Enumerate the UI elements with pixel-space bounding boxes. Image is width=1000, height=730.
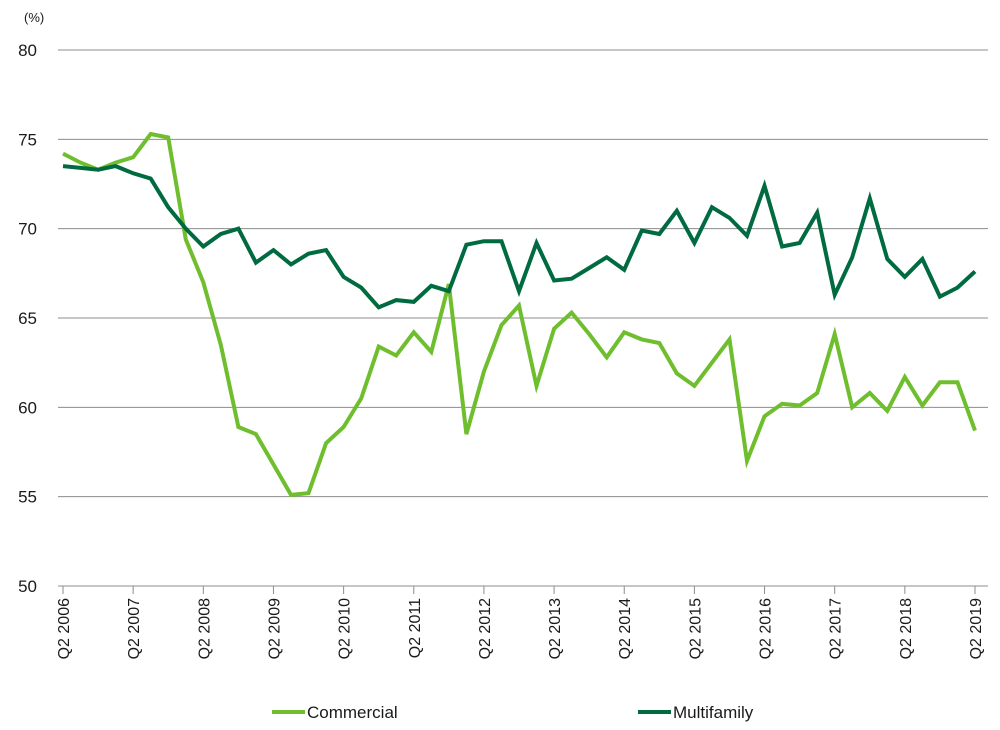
x-tick-label: Q2 2015 — [687, 598, 704, 659]
x-axis-ticks: Q2 2006 Q2 2007 Q2 2008 Q2 2009 Q2 2010 Q2 20… — [56, 586, 985, 659]
y-tick-label: 55 — [18, 488, 37, 507]
x-tick-label: Q2 2018 — [898, 598, 915, 659]
y-tick-label: 50 — [18, 577, 37, 596]
x-tick-label: Q2 2016 — [758, 598, 775, 659]
x-tick-label: Q2 2008 — [196, 598, 213, 659]
x-tick-label: Q2 2009 — [266, 598, 283, 659]
legend: Commercial Multifamily — [272, 703, 754, 722]
series-line-commercial — [62, 131, 977, 498]
x-tick-label: Q2 2014 — [617, 598, 634, 659]
series-line-multifamily — [62, 164, 977, 310]
y-tick-label: 60 — [18, 398, 37, 417]
x-tick-label: Q2 2017 — [828, 598, 845, 659]
series-lines — [62, 131, 977, 498]
y-tick-label: 75 — [18, 130, 37, 149]
legend-label: Commercial — [307, 703, 398, 722]
x-tick-label: Q2 2010 — [337, 598, 354, 659]
y-tick-label: 70 — [18, 220, 37, 239]
x-tick-label: Q2 2007 — [126, 598, 143, 659]
y-axis-unit-label: (%) — [24, 10, 44, 25]
legend-label: Multifamily — [673, 703, 754, 722]
x-tick-label: Q2 2006 — [56, 598, 73, 659]
y-tick-label: 80 — [18, 41, 37, 60]
x-tick-label: Q2 2011 — [407, 598, 424, 658]
y-tick-label: 65 — [18, 309, 37, 328]
x-tick-label: Q2 2019 — [968, 598, 985, 659]
x-tick-label: Q2 2012 — [477, 598, 494, 659]
y-axis-ticks: 50 55 60 65 70 75 80 — [18, 41, 37, 596]
x-tick-label: Q2 2013 — [547, 598, 564, 659]
